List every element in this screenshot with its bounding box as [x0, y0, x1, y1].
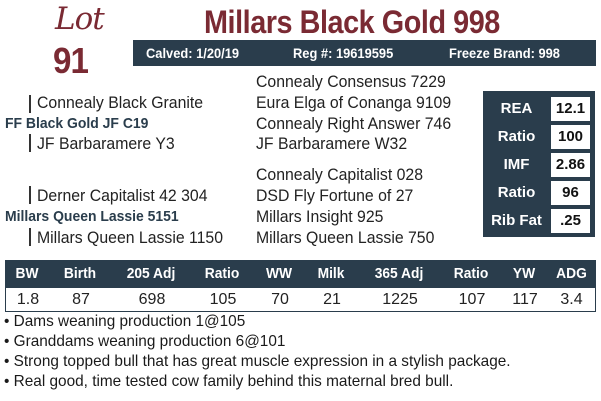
pedigree-dam-dam-dam: Millars Queen Lassie 750: [256, 228, 435, 247]
notes-list: • Dams weaning production 1@105 • Grandd…: [4, 312, 532, 392]
table-cell: 3.4: [560, 291, 583, 308]
lot-number: 91: [53, 40, 89, 81]
table-cell: 21: [323, 291, 341, 308]
carcass-stats-box: REA 12.1 Ratio 100 IMF 2.86 Ratio 96 Rib…: [483, 91, 595, 237]
pedigree-bracket: [29, 134, 31, 152]
lot-label: Lot: [55, 1, 105, 37]
stat-label: IMF: [503, 156, 530, 173]
column-header: Ratio: [453, 265, 489, 282]
pedigree-sire-sire: Connealy Black Granite: [37, 93, 204, 112]
calved-date: Calved: 1/20/19: [146, 45, 240, 61]
stat-value: 12.1: [551, 97, 590, 121]
pedigree-sire-dam-dam: JF Barbaramere W32: [256, 134, 408, 153]
performance-table-row: 1.8 87 698 105 70 21 1225 107 117 3.4: [5, 287, 596, 312]
table-cell: 107: [458, 291, 486, 308]
note-item: • Real good, time tested cow family behi…: [4, 373, 454, 390]
pedigree-sire-dam-sire: Connealy Right Answer 746: [256, 114, 452, 133]
column-header: WW: [265, 265, 293, 282]
stat-label: Ratio: [497, 184, 536, 201]
stat-row-imf: IMF 2.86: [483, 152, 595, 178]
pedigree-sire-sire-sire: Connealy Consensus 7229: [256, 72, 446, 91]
column-header: Birth: [63, 265, 97, 282]
note-item: • Granddams weaning production 6@101: [4, 333, 286, 350]
stat-value: .25: [551, 209, 590, 233]
column-header: Milk: [317, 265, 345, 282]
table-cell: 698: [138, 291, 166, 308]
column-header: BW: [15, 265, 39, 282]
table-cell: 87: [72, 291, 90, 308]
stat-row-rea: REA 12.1: [483, 96, 595, 122]
pedigree-dam-dam-sire: Millars Insight 925: [256, 207, 384, 226]
stat-row-ratio: Ratio 96: [483, 180, 595, 206]
stat-label: Rib Fat: [491, 212, 542, 229]
note-item: • Strong topped bull that has great musc…: [4, 353, 511, 370]
info-bar: Calved: 1/20/19 Reg #: 19619595 Freeze B…: [133, 40, 596, 66]
stat-value: 96: [551, 181, 590, 205]
table-cell: 1225: [382, 291, 418, 308]
stat-value: 100: [551, 125, 590, 149]
pedigree-sire-sire-dam: Eura Elga of Conanga 9109: [256, 93, 452, 112]
table-cell: 1.8: [16, 291, 40, 308]
pedigree-sire: FF Black Gold JF C19: [5, 115, 149, 132]
pedigree-dam-sire-dam: DSD Fly Fortune of 27: [256, 186, 414, 205]
pedigree-bracket: [29, 228, 31, 246]
pedigree-bracket: [29, 95, 31, 113]
pedigree-sire-dam: JF Barbaramere Y3: [37, 134, 175, 153]
table-cell: 105: [209, 291, 237, 308]
pedigree-dam-dam: Millars Queen Lassie 1150: [37, 228, 224, 247]
pedigree-dam-sire-sire: Connealy Capitalist 028: [256, 165, 423, 184]
freeze-brand: Freeze Brand: 998: [449, 45, 560, 61]
stat-row-ratio: Ratio 100: [483, 124, 595, 150]
column-header: YW: [512, 265, 536, 282]
pedigree-bracket: [29, 186, 31, 204]
stat-value: 2.86: [551, 153, 590, 177]
table-cell: 117: [512, 291, 538, 308]
stat-row-rib-fat: Rib Fat .25: [483, 208, 595, 234]
column-header: Ratio: [204, 265, 240, 282]
column-header: ADG: [556, 265, 587, 282]
pedigree-dam: Millars Queen Lassie 5151: [5, 208, 179, 225]
stat-label: REA: [500, 100, 533, 117]
animal-name-title: Millars Black Gold 998: [204, 4, 500, 40]
table-cell: 70: [271, 291, 289, 308]
pedigree-dam-sire: Derner Capitalist 42 304: [37, 186, 208, 205]
column-header: 365 Adj: [374, 265, 424, 282]
registration-number: Reg #: 19619595: [293, 45, 394, 61]
column-header: 205 Adj: [126, 265, 176, 282]
performance-table-header: BW Birth 205 Adj Ratio WW Milk 365 Adj R…: [5, 260, 596, 287]
stat-label: Ratio: [497, 128, 536, 145]
note-item: • Dams weaning production 1@105: [4, 313, 246, 330]
